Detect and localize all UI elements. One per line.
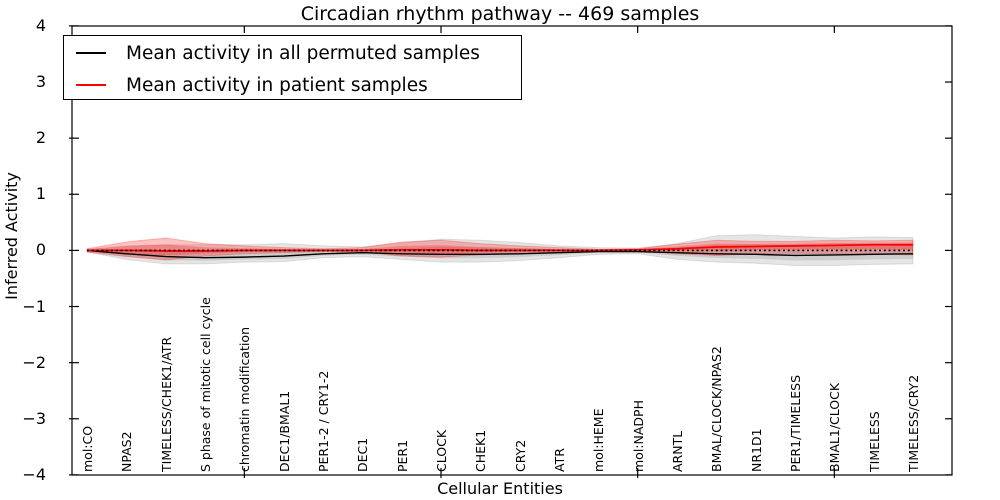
y-tick-label: 2 [35, 128, 46, 148]
x-category-label: S phase of mitotic cell cycle [198, 297, 213, 472]
y-tick-label: 1 [35, 184, 46, 204]
x-category-label: NR1D1 [748, 428, 764, 472]
patient-line-sample-icon [76, 84, 106, 86]
x-category-label: ATR [552, 448, 567, 472]
x-category-label: TIMELESS [866, 411, 882, 472]
patient-band-inner [87, 242, 913, 256]
x-category-label: BMAL/CLOCK/NPAS2 [709, 346, 725, 472]
permuted-line-sample-icon [76, 52, 106, 54]
x-axis-label: Cellular Entities [437, 479, 563, 498]
y-tick-label: −1 [22, 296, 46, 316]
x-category-label: TIMELESS/CRY2 [906, 374, 921, 472]
x-category-label: BMAL1/CLOCK [827, 382, 843, 472]
y-tick-label: 0 [35, 240, 46, 260]
x-category-label: mol:HEME [591, 408, 607, 473]
x-category-label: NPAS2 [119, 431, 135, 472]
legend-label-permuted: Mean activity in all permuted samples [126, 42, 480, 64]
chart-title: Circadian rhythm pathway -- 469 samples [300, 3, 700, 25]
x-category-label: PER1-2 / CRY1-2 [316, 370, 331, 472]
y-tick-label: 3 [35, 72, 46, 92]
legend: Mean activity in all permuted samples Me… [63, 35, 522, 100]
legend-item-permuted: Mean activity in all permuted samples [64, 37, 521, 69]
x-category-label: PER1 [394, 439, 410, 472]
x-category-label: CHEK1 [473, 429, 489, 472]
x-category-label: DEC1/BMAL1 [276, 390, 292, 472]
permuted-band-inner [87, 244, 913, 261]
y-tick-label: 4 [35, 15, 46, 35]
x-category-label: DEC1 [355, 437, 371, 472]
legend-label-patient: Mean activity in patient samples [126, 74, 428, 96]
y-tick-label: −4 [22, 464, 46, 484]
x-category-label: mol:NADPH [630, 400, 646, 472]
patient-band [86, 237, 914, 261]
permuted-mean-line [86, 249, 914, 259]
x-category-label: CLOCK [434, 429, 449, 472]
x-category-label: ARNTL [670, 430, 685, 472]
y-tick-label: −3 [22, 408, 46, 428]
legend-item-patient: Mean activity in patient samples [64, 69, 521, 101]
x-category-label: TIMELESS/CHEK1/ATR [158, 336, 174, 472]
y-tick-label: −2 [22, 352, 46, 372]
x-category-label: CRY2 [512, 439, 528, 472]
x-category-label: chromatin modification [237, 327, 253, 472]
x-category-label: PER1/TIMELESS [788, 374, 803, 472]
x-category-label: mol:CO [80, 425, 95, 472]
